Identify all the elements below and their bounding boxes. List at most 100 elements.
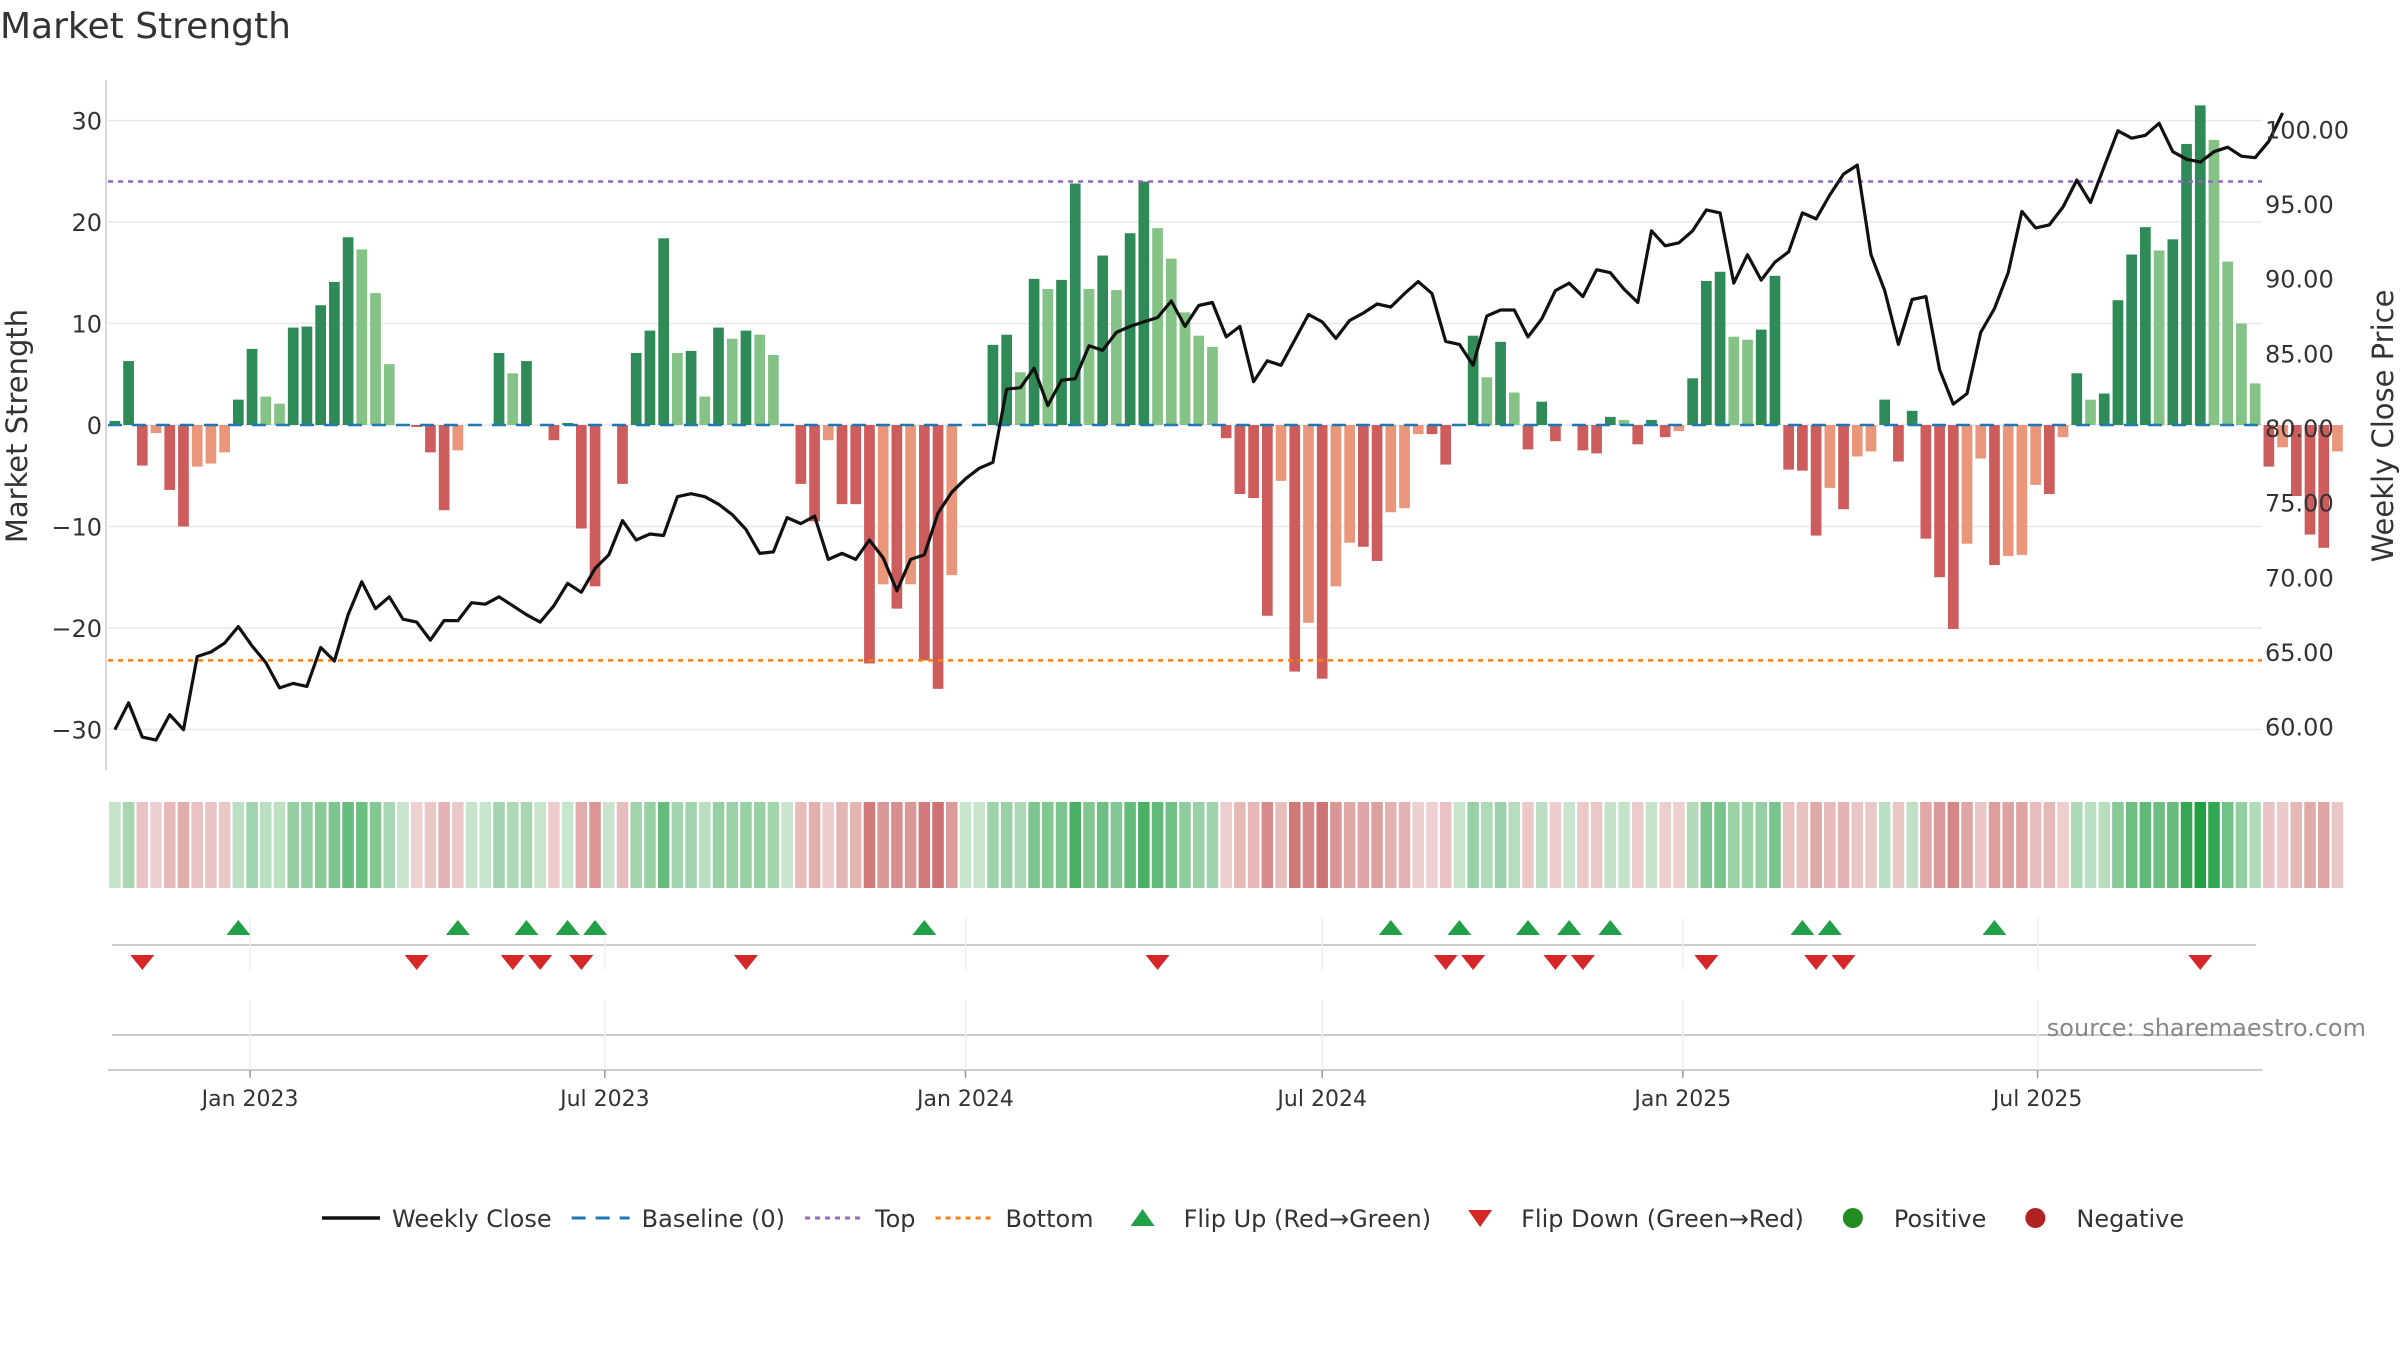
heat-cell (1083, 802, 1095, 888)
strength-bar (987, 344, 999, 425)
flip-up-marker (1790, 920, 1815, 935)
flip-up-marker (555, 920, 580, 935)
strength-bar (2002, 425, 2014, 556)
strength-bar (246, 348, 258, 425)
strength-bar (1042, 289, 1054, 425)
strength-bar (1700, 280, 1712, 425)
heat-cell (1906, 802, 1918, 888)
heat-cell (2290, 802, 2303, 888)
heat-cell (1316, 802, 1328, 888)
flip-up-marker (514, 920, 539, 935)
heat-cell (726, 802, 739, 888)
heat-cell (465, 802, 478, 888)
strength-bar (1550, 425, 1561, 442)
flip-down-marker (569, 955, 594, 970)
weekly-close-series (113, 112, 2285, 742)
legend-label: Flip Down (Green→Red) (1521, 1205, 1804, 1233)
y-right-tick-label: 100.00 (2265, 116, 2349, 144)
heat-cell (1810, 802, 1822, 888)
strength-bar (1467, 335, 1479, 425)
strength-bar (1261, 425, 1273, 616)
heat-cell (2043, 802, 2056, 888)
strength-bar (2277, 425, 2288, 448)
heat-cell (205, 802, 217, 888)
flip-up-marker (1447, 920, 1472, 935)
strength-bar (219, 425, 230, 453)
flip-up-marker (445, 920, 470, 935)
strength-bar (1577, 425, 1589, 451)
strength-bar (1440, 425, 1452, 465)
heat-cell (671, 802, 684, 888)
heat-cell (1124, 802, 1136, 888)
strength-bar (1495, 341, 1506, 425)
strength-bar (850, 425, 862, 505)
heat-cell (1398, 802, 1411, 888)
strength-bar (2236, 323, 2247, 425)
strength-bar (1426, 425, 1438, 435)
strength-bar (1975, 425, 1987, 459)
y-left-tick-label: −20 (51, 615, 102, 643)
flip-up-marker (1817, 920, 1842, 935)
strength-bar (1851, 425, 1863, 457)
heat-cell (1851, 802, 1864, 888)
strength-bar (109, 420, 121, 425)
heat-cell (2029, 802, 2042, 888)
heat-cell (1892, 802, 1905, 888)
x-tick-label: Jul 2025 (1991, 1087, 2083, 1112)
heat-cell (2304, 802, 2316, 888)
x-tick-label: Jul 2024 (1275, 1087, 1367, 1112)
strength-bar (1124, 233, 1136, 425)
heat-cell (383, 802, 396, 888)
strength-bar (1934, 425, 1945, 578)
y-right-tick-label: 65.00 (2265, 639, 2334, 667)
legend-label: Negative (2076, 1205, 2184, 1233)
legend-item-flip-down: Flip Down (Green→Red) (1468, 1205, 1804, 1233)
heat-cell (699, 802, 711, 888)
strength-bar (1385, 425, 1397, 513)
strength-bar (589, 425, 601, 587)
heat-cell (2249, 802, 2261, 888)
heat-cell (1371, 802, 1383, 888)
strength-bar (1618, 419, 1630, 425)
strength-bar (1083, 289, 1095, 425)
heat-cell (163, 802, 176, 888)
heat-cell (822, 802, 835, 888)
heat-cell (2139, 802, 2152, 888)
strength-bar (1001, 334, 1012, 425)
strength-bar (1659, 425, 1671, 438)
heat-cell (2194, 802, 2207, 888)
flip-down-marker (1433, 955, 1458, 970)
heat-cell (314, 802, 327, 888)
heat-cell (1179, 802, 1191, 888)
strength-bar (1234, 425, 1246, 494)
strength-bar (905, 425, 916, 585)
heat-cell (218, 802, 231, 888)
strength-bar (370, 293, 381, 425)
legend-swatch (2025, 1208, 2046, 1228)
heat-cell (301, 802, 313, 888)
strength-bar (383, 364, 395, 425)
x-tick-label: Jan 2023 (200, 1087, 299, 1112)
heat-cell (122, 802, 135, 888)
heat-cell (1933, 802, 1946, 888)
strength-bar (1947, 425, 1959, 629)
strength-bar (521, 361, 532, 425)
heat-cell (1467, 802, 1479, 888)
heat-cell (1824, 802, 1836, 888)
strength-bar (2222, 261, 2234, 425)
strength-bar (1165, 258, 1177, 425)
heat-cell (1961, 802, 1973, 888)
heat-cell (1192, 802, 1205, 888)
strength-bar (438, 425, 450, 511)
strength-bar (630, 352, 642, 425)
heat-cell (1714, 802, 1726, 888)
heat-cell (987, 802, 999, 888)
heat-cell (767, 802, 780, 888)
heat-cell (1782, 802, 1795, 888)
strength-bar (1028, 278, 1040, 425)
heat-cell (1522, 802, 1534, 888)
heat-cell (2221, 802, 2234, 888)
strength-bar (699, 396, 711, 425)
strength-bar (2153, 250, 2165, 425)
